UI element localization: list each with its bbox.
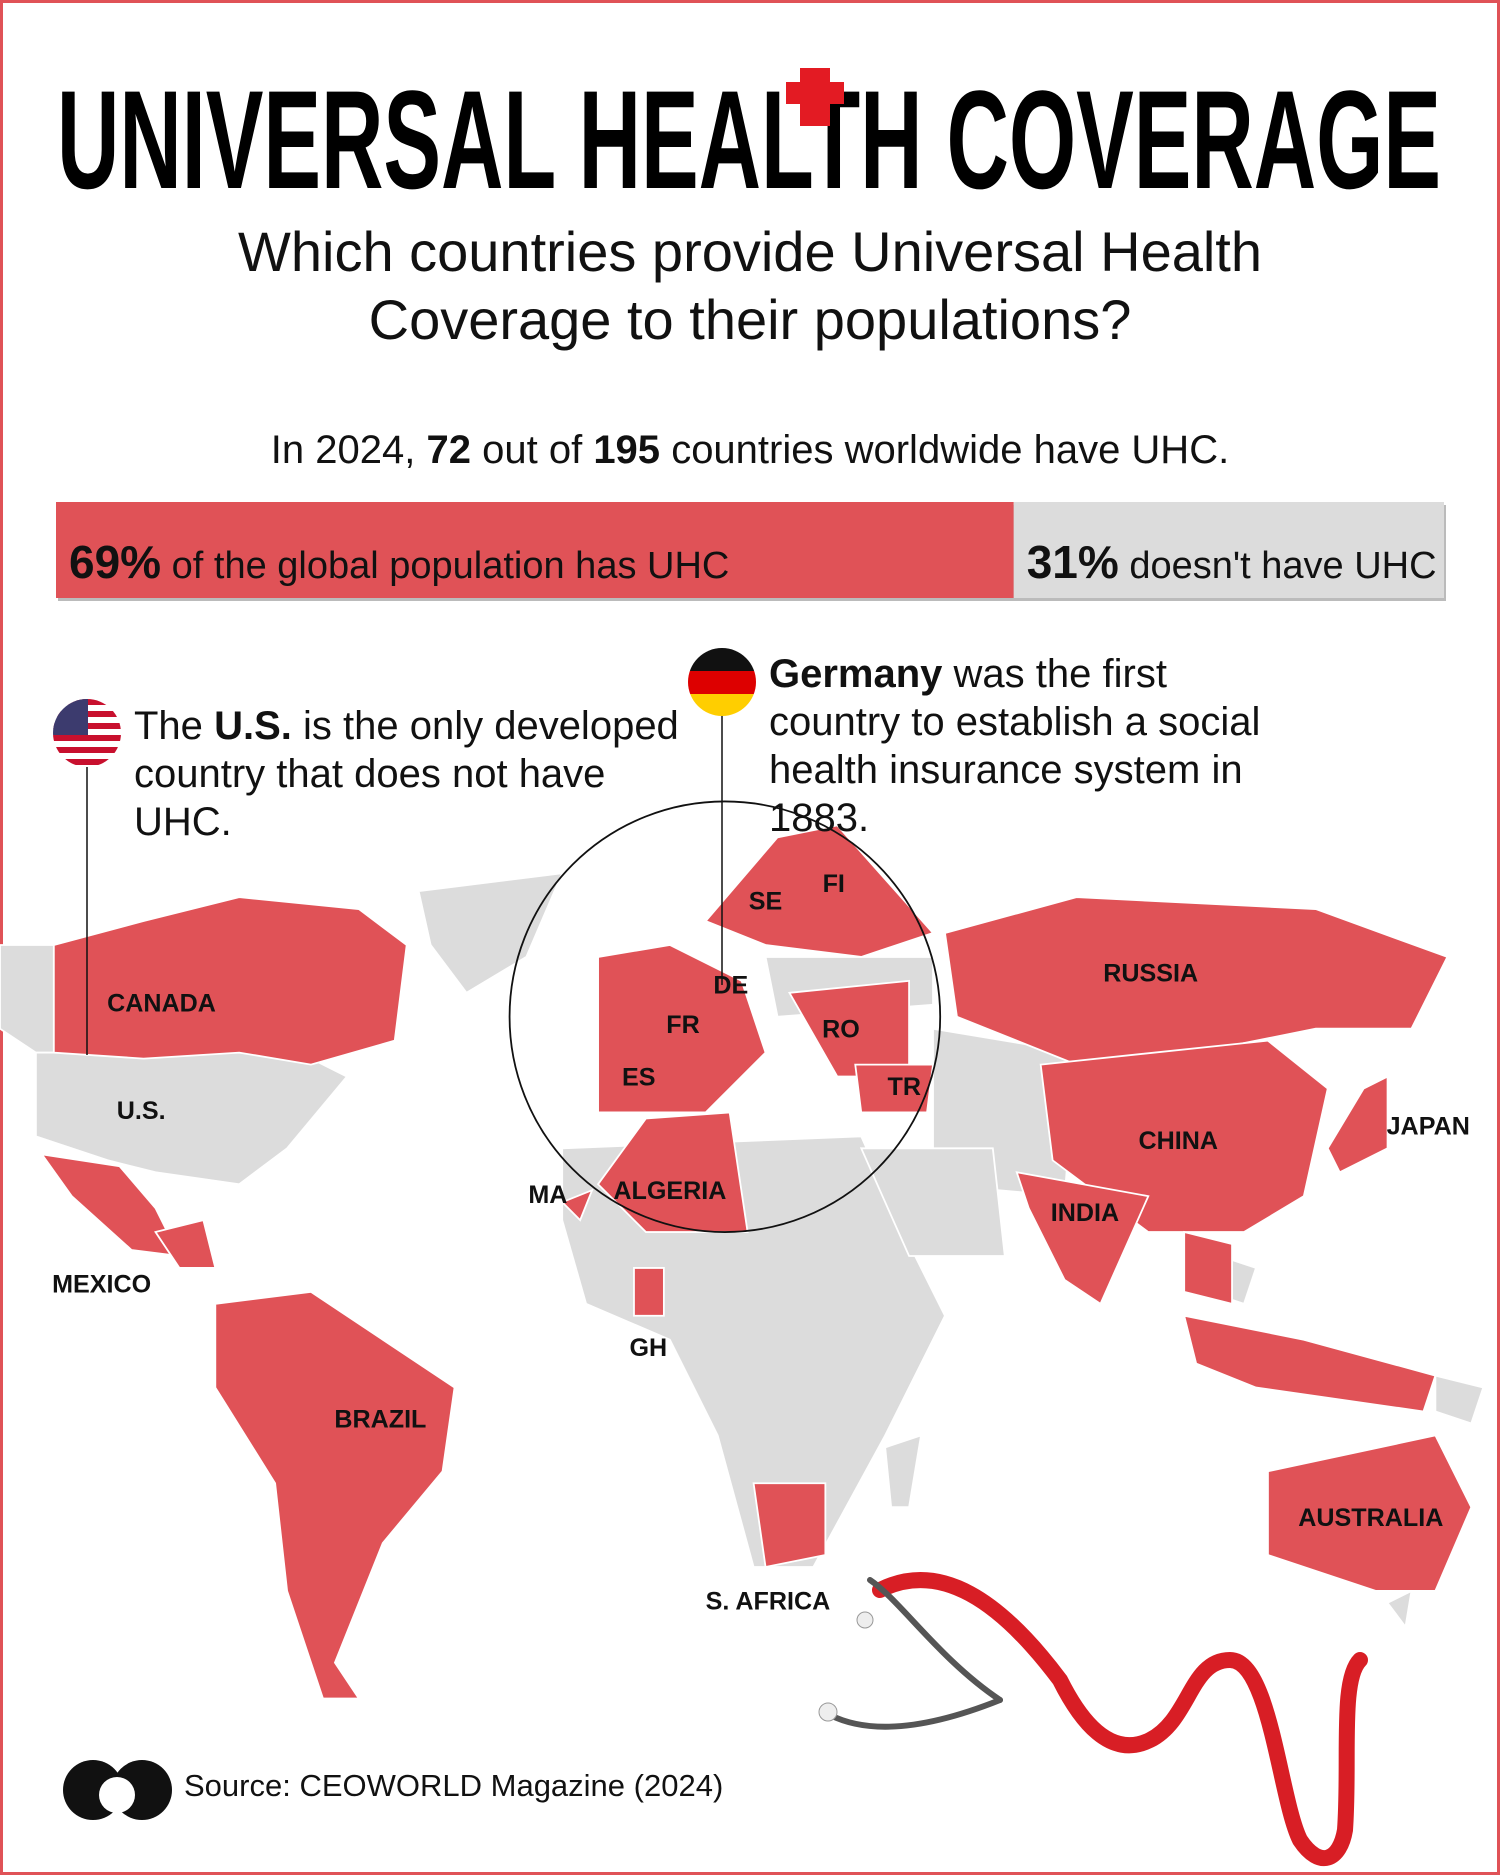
country-label: ES [622, 1064, 655, 1092]
bar-segment [1013, 502, 1444, 598]
bar-segment [56, 502, 1014, 598]
country-label: MEXICO [52, 1271, 151, 1299]
bar-category: of the global population has UHC [171, 545, 730, 587]
country-label: S. AFRICA [706, 1588, 831, 1616]
us-callout: The U.S. is the only developed country t… [134, 702, 694, 846]
bar-value: 31% [1026, 536, 1119, 588]
country-label: DE [713, 971, 748, 999]
country-label: BRAZIL [334, 1406, 426, 1434]
cross-h [786, 82, 844, 104]
country-label: RUSSIA [1103, 960, 1198, 988]
country-label: CANADA [107, 989, 216, 1017]
bar-label: 69% of the global population has UHC [69, 535, 729, 589]
bar-category: doesn't have UHC [1129, 545, 1437, 587]
logo [63, 1760, 172, 1820]
country-label: AUSTRALIA [1298, 1504, 1443, 1532]
country-label: INDIA [1051, 1199, 1119, 1227]
country-label: GH [629, 1334, 667, 1362]
stats-lead: In 2024, [270, 428, 416, 472]
callout-text: The [134, 704, 203, 748]
callout-bold: Germany [769, 652, 943, 696]
world-map: CANADA U.S. MEXICO BRAZIL MA ALGERIA GH S. AFRI… [0, 800, 1485, 1700]
germany-flag [688, 648, 756, 716]
callout-text: is the only developed country that does … [134, 704, 679, 844]
us-flag [53, 699, 121, 767]
country-label: U.S. [117, 1097, 166, 1125]
country-label: JAPAN [1387, 1113, 1470, 1141]
country-label: MA [528, 1181, 567, 1209]
title: UNIVERSAL HEALTH COVERAGE [57, 61, 1441, 218]
source: Source: CEOWORLD Magazine (2024) [184, 1768, 724, 1803]
stacked-bar [56, 502, 1446, 601]
country-label: FI [823, 870, 845, 898]
germany-callout: Germany was the first country to establi… [769, 650, 1309, 842]
country-label: CHINA [1138, 1127, 1218, 1155]
country-label: RO [822, 1016, 860, 1044]
country-label: ALGERIA [613, 1177, 726, 1205]
country-label: TR [888, 1073, 921, 1101]
bar-value: 69% [69, 536, 162, 588]
total-count: 195 [593, 428, 661, 472]
callout-text: was the first country to establish a soc… [769, 652, 1261, 840]
bar-label: 31% doesn't have UHC [1027, 535, 1437, 589]
stats-line: In 2024, 72 out of 195 countries worldwi… [0, 428, 1500, 473]
stats-end: countries worldwide have UHC. [671, 428, 1230, 472]
country-label: SE [749, 888, 783, 916]
stethoscope [818, 1572, 1368, 1867]
stats-middle: out of [482, 428, 583, 472]
country-label: FR [666, 1011, 699, 1039]
uhc-count: 72 [426, 428, 471, 472]
subtitle: Which countries provide Universal Health… [238, 220, 1262, 351]
callout-bold: U.S. [214, 704, 292, 748]
